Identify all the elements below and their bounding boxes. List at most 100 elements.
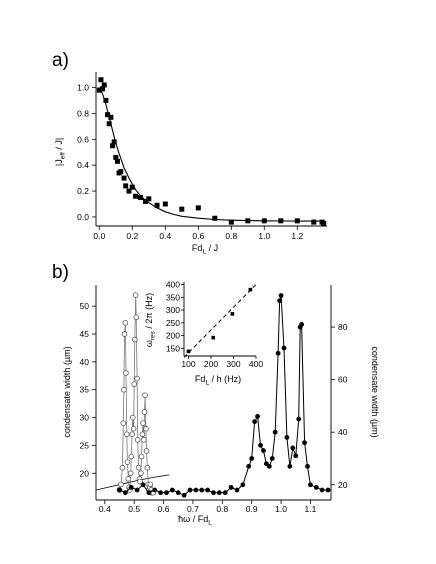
panel-b-filled-point [164, 490, 169, 496]
panel-a-x-tick-label: 0.6 [192, 231, 204, 241]
panel-b-filled-point [187, 487, 193, 493]
panel-b-open-point [128, 453, 135, 460]
inset-x-tick-label: 300 [226, 359, 240, 369]
panel-b-filled-point [211, 490, 216, 496]
panel-b-left-tick-label: 45 [80, 329, 90, 339]
panel-b-left-tick-label: 50 [80, 301, 90, 311]
panel-b-filled-point [302, 440, 307, 446]
panel-b-filled-point [281, 345, 287, 351]
panel-b-filled-point [152, 487, 158, 493]
panel-a-y-ticks: 0.0 0.2 0.4 0.6 0.8 1.0 [77, 83, 96, 222]
inset-x-label-sub: L [205, 380, 209, 387]
panel-b-filled-point [296, 416, 302, 422]
panel-b-open-point [131, 381, 137, 387]
panel-a-x-label-main: Fd [192, 243, 203, 253]
panel-b-open-point [141, 409, 148, 415]
panel-a-point [123, 183, 129, 189]
panel-a-point [146, 196, 152, 202]
panel-b-open-point [142, 392, 148, 399]
panel-b-open-point [124, 459, 131, 465]
inset-point [186, 349, 191, 354]
panel-b-filled-point [128, 484, 134, 490]
panel-b-open-point [133, 314, 140, 321]
panel-b-filled-point [117, 487, 122, 493]
panel-a-y-tick-label: 0.0 [77, 212, 89, 222]
inset-y-ticks: 150 200 250 300 350 400 [166, 280, 184, 353]
panel-b-filled-point [284, 435, 290, 440]
inset-y-tick-label: 250 [166, 318, 180, 328]
panel-a-point [126, 188, 132, 194]
panel-b-x-label: ħω / FdL [178, 514, 212, 527]
panel-a-x-ticks: 0.0 0.2 0.4 0.6 0.8 1.0 1.2 [93, 226, 303, 241]
panel-b-open-point [141, 437, 147, 443]
panel-b-filled-point [193, 487, 199, 493]
panel-b-right-tick-label: 20 [338, 480, 348, 490]
panel-b-open-point [140, 420, 146, 426]
panel-b-filled-point [293, 453, 299, 459]
panel-b-filled-point [181, 492, 187, 498]
inset-y-label: ωres / 2π (Hz) [144, 293, 157, 347]
panel-b-open-point [138, 470, 144, 477]
panel-b-filled-point [228, 484, 234, 490]
panel-b-x-tick-label: 1.0 [275, 504, 287, 514]
panel-b-open-point [137, 478, 143, 485]
inset-x-label-main: Fd [195, 374, 206, 384]
panel-b-filled-point [252, 419, 258, 425]
panel-b-open-point [132, 292, 139, 298]
panel-b-filled-point [258, 442, 263, 448]
inset-y-tick-label: 150 [166, 343, 180, 353]
panel-b-filled-point [269, 456, 275, 461]
panel-b-open-point [139, 431, 146, 438]
inset-y-label-sub: res [150, 330, 157, 340]
panel-a-point [105, 112, 111, 118]
panel-b-x-tick-label: 0.5 [128, 504, 140, 514]
panel-a-y-label-tail: / J| [54, 138, 64, 152]
panel-a-point [111, 139, 117, 145]
panel-b-left-tick-label: 40 [80, 357, 90, 367]
panel-b-filled-point [261, 448, 266, 453]
panel-b-filled-series-points [117, 293, 331, 498]
inset-x-label: FdL / h (Hz) [195, 374, 241, 387]
panel-b-filled-point [275, 350, 281, 356]
panel-b-x-tick-label: 0.8 [216, 504, 228, 514]
panel-a-y-label: |Jeff / J| [54, 138, 67, 166]
panel-b-filled-point [158, 490, 164, 496]
panel-a-point [118, 169, 124, 175]
panel-b-open-point [143, 448, 150, 454]
panel-b-left-tick-label: 30 [80, 413, 90, 423]
panel-a-point [138, 195, 144, 201]
panel-b-filled-point [272, 429, 278, 435]
panel-b-filled-point [122, 490, 128, 496]
panel-b-filled-point [205, 487, 211, 493]
inset-y-tick-label: 200 [166, 331, 180, 341]
panel-a-point [100, 86, 106, 92]
panel-b-open-point [125, 476, 132, 482]
inset-y-tick-label: 300 [166, 305, 180, 315]
inset-y-tick-label: 350 [166, 292, 180, 302]
panel-a-x-label-tail: / J [206, 243, 218, 253]
inset-x-label-tail: / h (Hz) [209, 374, 241, 384]
panel-b-right-ticks: 20 40 60 80 [331, 322, 348, 490]
panel-a-y-tick-label: 0.2 [77, 186, 89, 196]
panel-b-open-point [129, 414, 136, 421]
panel-a-point [113, 154, 119, 160]
panel-b-filled-point [246, 463, 252, 469]
panel-b: b) 0.4 0.5 0.6 0.7 0.8 0.9 1.0 1.1 20 25 30 35 40 45… [52, 262, 380, 527]
panel-a-point [133, 193, 139, 199]
panel-b-filled-point [169, 487, 175, 493]
panel-a-point [121, 175, 127, 181]
panel-b-open-point [123, 370, 129, 376]
panel-b-open-point [143, 425, 149, 432]
panel-b-open-point [121, 331, 128, 337]
panel-b-x-ticks: 0.4 0.5 0.6 0.7 0.8 0.9 1.0 1.1 [99, 500, 317, 514]
panel-a-point [195, 205, 201, 211]
panel-b-open-series-points [116, 292, 157, 496]
panel-b-open-point [130, 425, 137, 432]
panel-b-filled-point [325, 487, 331, 493]
inset-y-label-main: ω [144, 340, 154, 347]
panel-b-x-tick-label: 0.7 [187, 504, 199, 514]
panel-b-open-point [122, 320, 129, 326]
panel-a-data-points [96, 77, 327, 226]
inset-point [230, 312, 235, 316]
panel-b-label: b) [52, 262, 69, 283]
